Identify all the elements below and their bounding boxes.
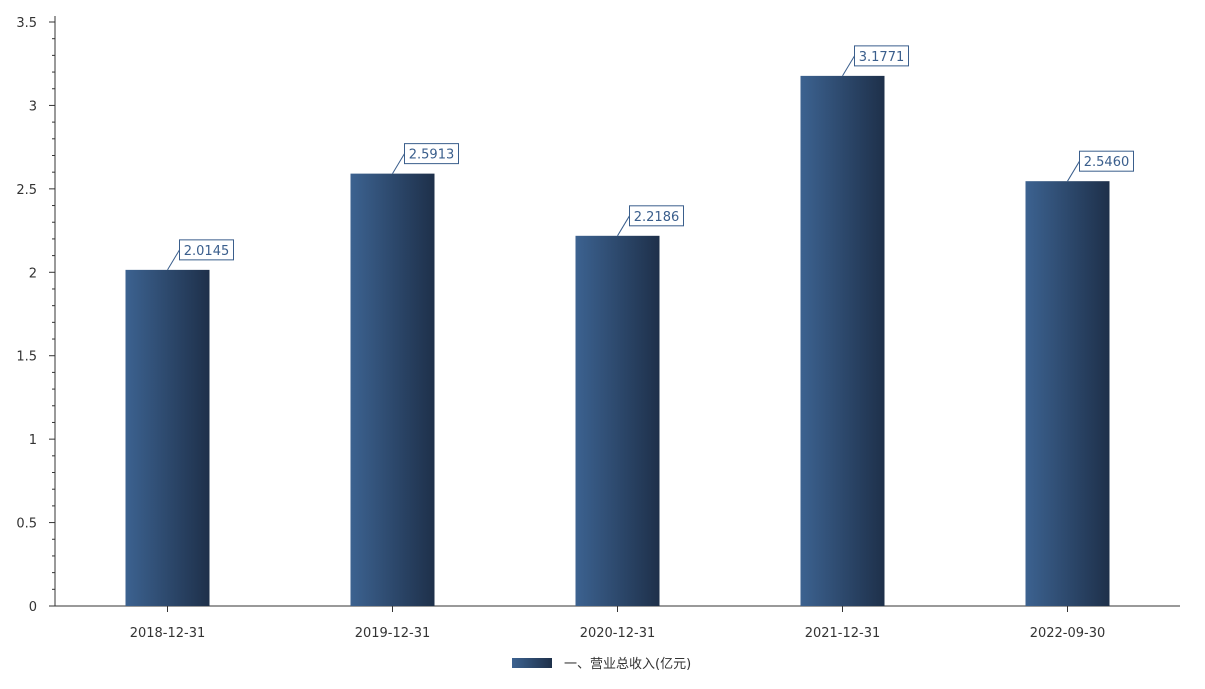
data-label: 2.5913 — [409, 148, 455, 163]
data-label-box — [404, 143, 459, 165]
label-leader — [617, 215, 630, 237]
data-label-box — [629, 205, 684, 227]
bar[interactable] — [1025, 181, 1110, 607]
data-label: 2.0145 — [184, 244, 230, 259]
bar[interactable] — [350, 173, 435, 606]
y-tick-label: 3 — [29, 99, 37, 114]
y-tick-label: 3.5 — [16, 16, 37, 31]
y-tick-label: 2.5 — [16, 183, 37, 198]
label-leader — [392, 153, 405, 174]
label-leader — [842, 55, 855, 77]
y-tick-label: 1.5 — [16, 350, 37, 365]
label-leader — [1067, 160, 1080, 182]
y-tick-label: 0.5 — [16, 517, 37, 532]
legend-swatch[interactable] — [512, 658, 552, 668]
y-axis: 0 0.5 1 1.5 2 2.5 3 3.5 — [16, 16, 56, 615]
bar[interactable] — [800, 75, 885, 606]
x-tick-label: 2021-12-31 — [805, 626, 881, 641]
x-tick-label: 2022-09-30 — [1030, 626, 1106, 641]
data-label-box — [179, 239, 234, 261]
bar[interactable] — [575, 235, 660, 607]
label-leader — [167, 249, 180, 271]
data-label: 3.1771 — [859, 50, 905, 65]
x-axis: 2018-12-31 2019-12-31 2020-12-31 2021-12-31… — [55, 605, 1180, 641]
bar-series — [125, 75, 1110, 607]
y-tick-label: 1 — [29, 433, 37, 448]
data-label: 2.5460 — [1084, 155, 1130, 170]
legend[interactable]: 一、营业总收入(亿元) — [512, 657, 691, 672]
y-tick-label: 0 — [29, 600, 37, 615]
legend-label[interactable]: 一、营业总收入(亿元) — [564, 657, 691, 672]
data-label: 2.2186 — [634, 210, 680, 225]
x-tick-label: 2020-12-31 — [580, 626, 656, 641]
x-tick-label: 2018-12-31 — [130, 626, 206, 641]
bar[interactable] — [125, 269, 210, 606]
data-label-box — [1079, 150, 1134, 172]
y-tick-label: 2 — [29, 266, 37, 281]
x-tick-label: 2019-12-31 — [355, 626, 431, 641]
data-labels: 2.0145 2.5913 2.2186 3.1771 2.5460 — [167, 45, 1134, 271]
data-label-box — [854, 45, 909, 67]
